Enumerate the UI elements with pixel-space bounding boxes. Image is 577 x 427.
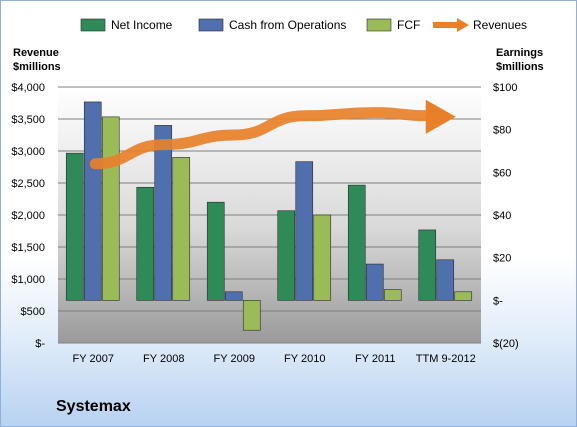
bar-fcf [313,214,332,301]
left-tick-label: $3,000 [11,146,45,158]
legend-label: FCF [397,18,420,32]
category-label: FY 2010 [284,353,325,365]
revenue-trend [89,99,456,170]
category-label: FY 2008 [143,353,184,365]
right-tick-label: $60 [493,167,511,179]
bar-cash-from-operations [436,259,455,301]
legend-swatch-fcf [366,18,392,32]
bar-fcf [101,116,120,301]
right-tick-label: $- [493,295,503,307]
bar-cash-from-operations [154,125,173,301]
bar-net-income [347,184,366,301]
category-label: TTM 9-2012 [416,353,476,365]
bar-fcf [242,300,261,331]
bar-fcf [454,291,473,301]
grid-lines [58,86,481,344]
legend-label: Net Income [111,18,173,32]
left-tick-label: $4,000 [11,82,45,94]
left-axis-title-line1: Revenue [13,47,59,59]
left-tick-label: $3,500 [11,114,45,126]
left-tick-label: $2,500 [11,178,45,190]
legend-label: Revenues [473,18,527,32]
left-tick-label: $1,000 [11,274,45,286]
category-label: FY 2009 [214,353,255,365]
category-label: FY 2007 [73,353,114,365]
right-tick-label: $40 [493,210,511,222]
right-axis-title-line2: $millions [496,61,544,73]
left-tick-label: $2,000 [11,210,45,222]
bar-cash-from-operations [224,291,243,301]
bar-cash-from-operations [295,161,314,301]
legend: Net Income Cash from Operations FCF Revenue… [80,18,527,32]
bar-fcf [383,289,402,301]
tick-labels: $- $500 $1,000 $1,500 $2,000 $2,500 $3,000 $3,5… [11,82,518,365]
left-tick-label: $- [35,338,45,350]
right-axis-title-line1: Earnings [496,47,543,59]
left-axis-title-line2: $millions [13,61,61,73]
bar-cash-from-operations [83,101,102,301]
bar-net-income [277,210,296,301]
left-tick-label: $500 [21,306,45,318]
company-name: Systemax [56,398,131,415]
bar-fcf [172,157,191,301]
right-tick-label: $(20) [493,338,519,350]
revenue-trend-arrowhead [425,99,456,134]
category-label: FY 2011 [355,353,396,365]
left-tick-label: $1,500 [11,242,45,254]
legend-swatch-net-income [80,18,106,32]
right-tick-label: $80 [493,125,511,137]
right-tick-label: $100 [493,82,517,94]
bar-net-income [136,186,155,301]
legend-arrow-revenues [457,18,469,32]
bar-net-income [65,152,84,301]
legend-swatch-cash-from-operations [198,18,224,32]
revenue-trend-line [89,107,434,170]
bar-net-income [418,229,437,301]
bar-net-income [206,201,225,301]
bar-cash-from-operations [365,263,384,301]
bars [65,101,473,331]
legend-label: Cash from Operations [229,18,346,32]
right-tick-label: $20 [493,253,511,265]
